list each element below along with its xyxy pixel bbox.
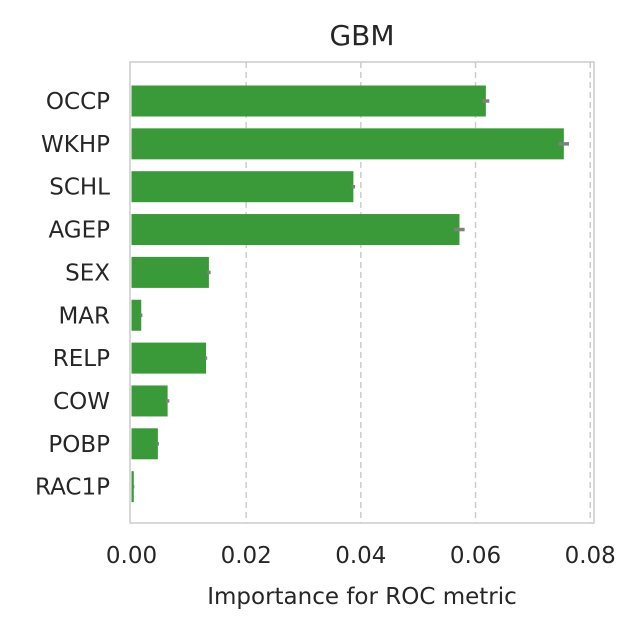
error-bars [133, 99, 569, 489]
y-tick-labels: OCCP WKHP SCHL AGEP SEX MAR RELP COW POBP RAC1P [35, 89, 110, 501]
y-tick-label: RELP [53, 346, 110, 372]
y-tick-label: POBP [48, 432, 110, 458]
grid-lines [245, 62, 591, 523]
plot-frame [129, 61, 595, 524]
y-tick-label: COW [53, 389, 110, 415]
x-tick-label: 0.00 [106, 543, 157, 569]
x-tick-label: 0.06 [450, 543, 501, 569]
y-tick-label: SEX [65, 260, 110, 286]
y-tick-label: AGEP [48, 218, 110, 244]
y-tick-label: WKHP [41, 132, 110, 158]
bars [131, 85, 564, 503]
x-tick-label: 0.02 [221, 543, 272, 569]
x-tick-labels: 0.00 0.02 0.04 0.06 0.08 [106, 543, 616, 569]
y-tick-label: MAR [58, 303, 110, 329]
bar-sex [131, 256, 209, 288]
y-tick-label: SCHL [49, 175, 110, 201]
bar-pobp [131, 428, 158, 460]
x-axis-label: Importance for ROC metric [207, 584, 517, 610]
bar-schl [131, 171, 354, 203]
x-tick-label: 0.08 [565, 543, 616, 569]
bar-wkhp [131, 128, 564, 160]
chart-title: GBM [329, 19, 394, 52]
bar-agep [131, 214, 460, 246]
y-tick-label: RAC1P [35, 475, 110, 501]
bar-rac1p [131, 471, 134, 503]
bar-occp [131, 85, 486, 117]
bar-cow [131, 385, 168, 417]
y-tick-label: OCCP [46, 89, 110, 115]
bar-mar [131, 299, 142, 331]
bar-relp [131, 342, 207, 374]
x-tick-label: 0.04 [335, 543, 386, 569]
